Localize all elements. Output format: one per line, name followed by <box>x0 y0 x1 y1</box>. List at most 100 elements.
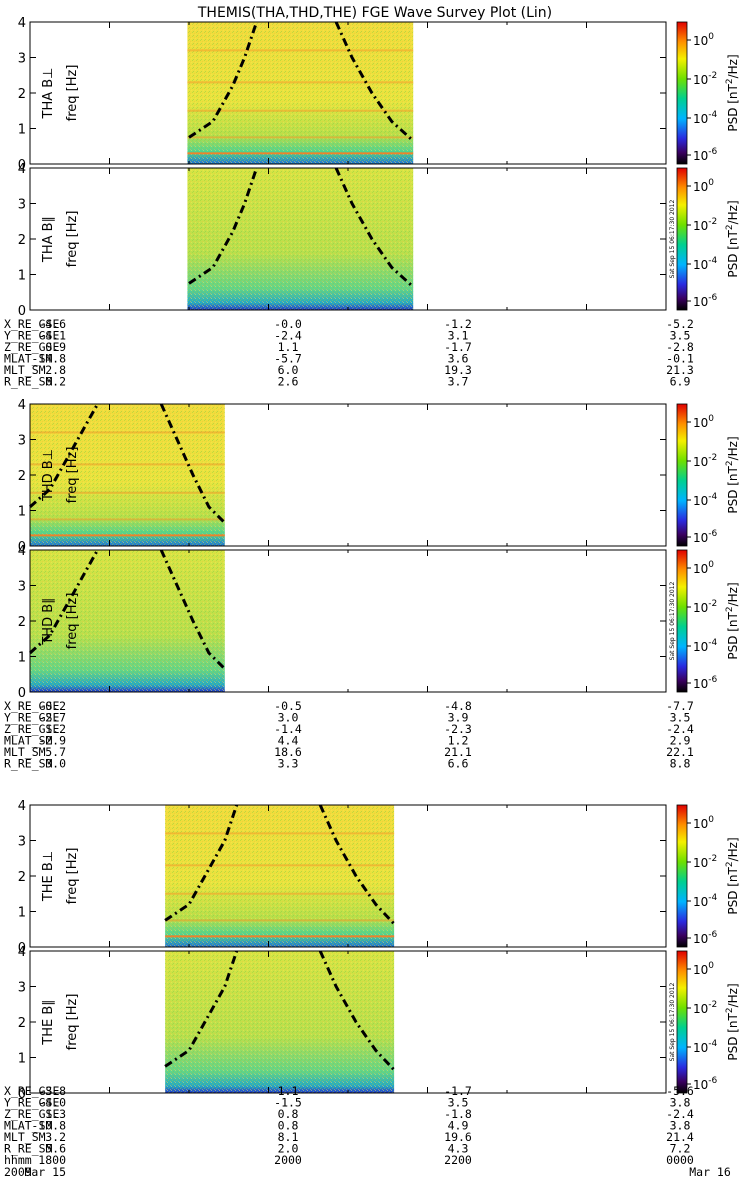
ephemeris-value: -2.3 <box>444 722 472 736</box>
ephemeris-label: Y_RE_GSE <box>4 711 59 725</box>
y-tick-label: 1 <box>18 1052 26 1067</box>
chart-title: THEMIS(THA,THD,THE) FGE Wave Survey Plot… <box>197 5 552 21</box>
colorbar-label: PSD [nT2/Hz] <box>725 582 740 659</box>
gyrofrequency-curve-left <box>188 167 259 285</box>
ephemeris-label: MLAT_SM <box>4 734 53 748</box>
ephemeris-table-tha: X_RE_GSE-4.6 -0.0 -1.2 -5.2 Y_RE_GSE-4.1 -2.4… <box>4 317 694 389</box>
y-axis-label: THE B⊥ <box>41 851 56 902</box>
harmonic-band <box>30 463 225 466</box>
harmonic-band <box>30 491 225 494</box>
colorbar-tick-label: 10-4 <box>693 638 718 654</box>
ephemeris-value: 3.0 <box>45 757 66 771</box>
ephemeris-value: -10.8 <box>31 1119 66 1133</box>
ephemeris-value: 1.2 <box>448 734 469 748</box>
date-start-label: Mar 15 <box>24 1165 66 1179</box>
ephemeris-label: Z_RE_GSE <box>4 1107 59 1121</box>
timestamp-stamp: Sat Sep 15 06:17:30 2012 <box>669 582 676 661</box>
y-axis-label: THA B∥ <box>41 216 56 263</box>
gyrofrequency-curve-right <box>159 403 226 524</box>
ephemeris-value: 2.6 <box>278 375 299 389</box>
ephemeris-value: 3.8 <box>670 1096 691 1110</box>
y-tick-label: 0 <box>18 304 26 319</box>
ephemeris-value: 3.7 <box>448 375 469 389</box>
y-axis-units: freq [Hz] <box>65 211 80 268</box>
colorbar-tick-label: 10-4 <box>693 256 718 272</box>
y-tick-label: 2 <box>18 87 26 102</box>
y-tick-label: 3 <box>18 434 26 449</box>
y-tick-label: 4 <box>18 799 26 814</box>
harmonic-band <box>165 919 395 922</box>
y-tick-label: 0 <box>18 1087 26 1102</box>
y-axis-units: freq [Hz] <box>65 447 80 504</box>
ephemeris-value: 21.3 <box>666 363 694 377</box>
ephemeris-value: -0.2 <box>38 699 66 713</box>
y-tick-label: 2 <box>18 615 26 630</box>
y-tick-label: 2 <box>18 469 26 484</box>
probe-tha: 0 1 2 3 4 THA B⊥ freq [Hz] 100 10-2 10-4 10-6 PSD [… <box>4 16 740 389</box>
time-tick-label: 2200 <box>444 1153 472 1167</box>
harmonic-band <box>30 518 225 521</box>
harmonic-band <box>187 81 414 84</box>
ephemeris-label: R_RE_SM <box>4 757 53 771</box>
ephemeris-table-the: X_RE_GSE-3.8 1.1 -1.7 -5.6 Y_RE_GSE-4.0 -1.5 3… <box>4 1084 694 1156</box>
harmonic-band <box>165 892 395 895</box>
y-tick-label: 1 <box>18 123 26 138</box>
ephemeris-value: 2.0 <box>278 1142 299 1156</box>
colorbar-tick-label: 10-2 <box>693 854 717 870</box>
colorbar <box>676 21 688 165</box>
y-tick-label: 4 <box>18 945 26 960</box>
ephemeris-value: 3.6 <box>448 352 469 366</box>
harmonic-band <box>165 864 395 867</box>
ephemeris-value: 6.2 <box>45 375 66 389</box>
ephemeris-value: -5.2 <box>666 317 694 331</box>
gyrofrequency-curve-left <box>164 804 239 922</box>
y-tick-label: 3 <box>18 580 26 595</box>
ephemeris-value: 3.8 <box>670 1119 691 1133</box>
colorbar <box>676 167 688 311</box>
gyrofrequency-curve-right <box>159 549 226 670</box>
date-end-label: Mar 16 <box>689 1165 731 1179</box>
y-tick-label: 1 <box>18 505 26 520</box>
ephemeris-value: 0.9 <box>45 340 66 354</box>
colorbar-tick-label: 100 <box>693 178 714 194</box>
ephemeris-value: 6.0 <box>278 363 299 377</box>
spectrogram-texture <box>187 168 414 310</box>
colorbar-tick-label: 10-2 <box>693 599 717 615</box>
y-axis-units: freq [Hz] <box>65 994 80 1051</box>
colorbar-tick-label: 10-4 <box>693 1039 718 1055</box>
y-tick-label: 1 <box>18 906 26 921</box>
harmonic-band <box>165 832 395 835</box>
ephemeris-value: -0.1 <box>666 352 694 366</box>
ephemeris-label: MLT_SM <box>4 1130 46 1144</box>
ephemeris-value: -14.8 <box>31 352 66 366</box>
y-axis-units: freq [Hz] <box>65 848 80 905</box>
ephemeris-label: Y_RE_GSE <box>4 329 59 343</box>
colorbar <box>676 950 688 1094</box>
ephemeris-value: 6.6 <box>448 757 469 771</box>
colorbar-label: PSD [nT2/Hz] <box>725 983 740 1060</box>
ephemeris-value: 6.9 <box>670 375 691 389</box>
ephemeris-value: 5.6 <box>45 1142 66 1156</box>
time-tick-label: 1800 <box>38 1153 66 1167</box>
ephemeris-label: R_RE_SM <box>4 1142 53 1156</box>
ephemeris-label: MLT_SM <box>4 745 46 759</box>
ephemeris-label: MLT_SM <box>4 363 46 377</box>
ephemeris-value: -1.4 <box>274 722 302 736</box>
ephemeris-label: R_RE_SM <box>4 375 53 389</box>
ephemeris-value: 19.3 <box>444 363 472 377</box>
ephemeris-value: 1.1 <box>278 340 299 354</box>
ephemeris-value: 22.1 <box>666 745 694 759</box>
ephemeris-label: X_RE_GSE <box>4 1084 59 1098</box>
y-axis-units: freq [Hz] <box>65 65 80 122</box>
colorbar-tick-label: 10-2 <box>693 1000 717 1016</box>
ephemeris-value: -2.4 <box>666 722 694 736</box>
ephemeris-value: 0.8 <box>278 1119 299 1133</box>
gyrofrequency-curve-left <box>188 21 259 139</box>
probe-thd: 0 1 2 3 4 THD B⊥ freq [Hz] 100 10-2 10-4 10-6 PSD [… <box>4 398 740 771</box>
harmonic-band <box>30 534 225 537</box>
y-tick-label: 3 <box>18 835 26 850</box>
ephemeris-value: 1.3 <box>45 1107 66 1121</box>
year-label: 2009 <box>4 1165 32 1179</box>
ephemeris-value: -1.7 <box>444 340 472 354</box>
colorbar-tick-label: 10-6 <box>693 147 718 163</box>
